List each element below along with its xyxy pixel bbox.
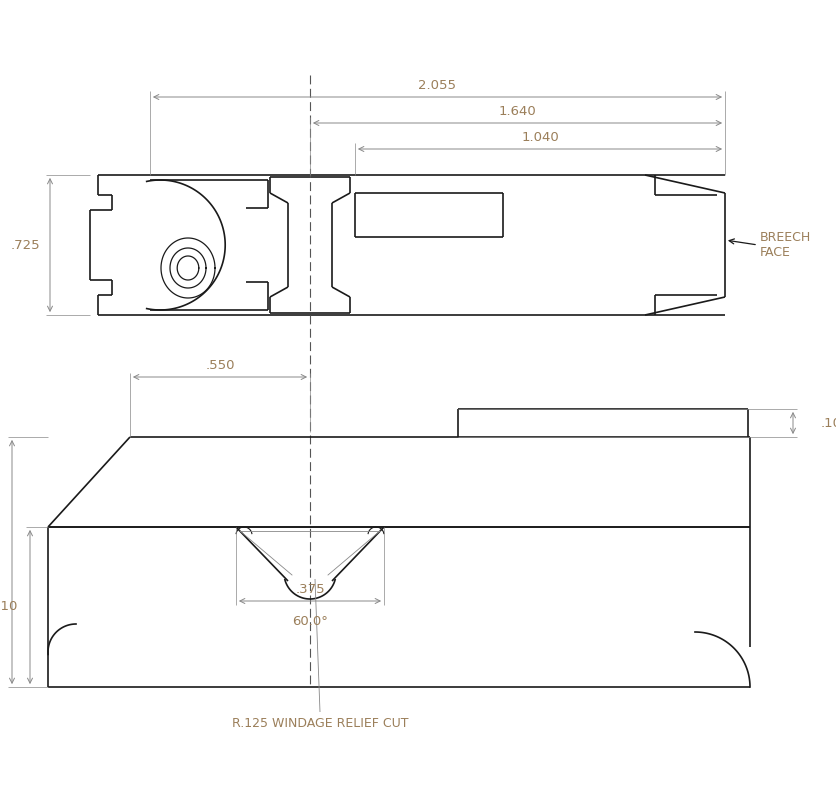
Text: 60.0°: 60.0° [292, 615, 328, 628]
Text: .105: .105 [820, 416, 836, 430]
Text: 2.055: 2.055 [418, 79, 456, 92]
Text: 1.640: 1.640 [498, 105, 536, 118]
Text: R.125 WINDAGE RELIEF CUT: R.125 WINDAGE RELIEF CUT [232, 717, 408, 730]
Text: .375: .375 [295, 583, 324, 596]
Text: .725: .725 [10, 238, 40, 251]
Text: BREECH
FACE: BREECH FACE [759, 231, 810, 259]
Text: .550: .550 [205, 359, 234, 372]
Text: 1.040: 1.040 [521, 131, 558, 144]
Text: .810: .810 [0, 601, 18, 613]
